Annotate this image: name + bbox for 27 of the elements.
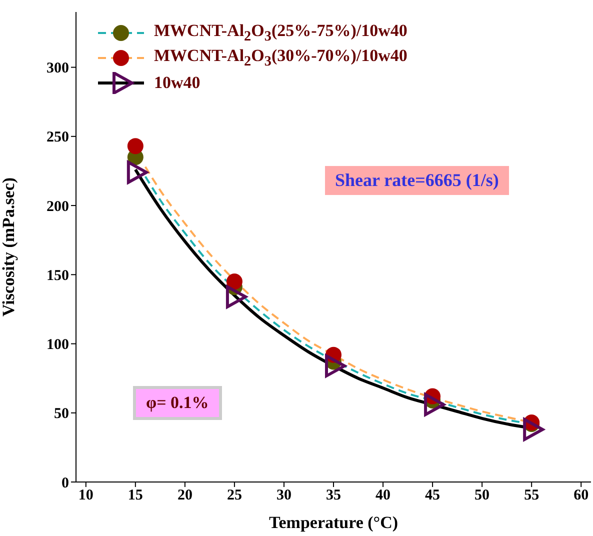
y-axis-title: Viscosity (mPa.sec)	[0, 177, 18, 317]
annotation: Shear rate=6665 (1/s)	[325, 166, 509, 195]
point	[226, 274, 242, 290]
y-tick-label: 200	[46, 198, 69, 215]
x-tick-label: 10	[78, 488, 94, 504]
x-tick-label: 40	[376, 488, 391, 504]
y-tick-label: 150	[46, 268, 69, 284]
x-tick-label: 55	[524, 488, 540, 504]
x-tick-label: 25	[226, 488, 242, 504]
x-tick-label: 60	[574, 488, 589, 504]
x-tick-label: 50	[474, 488, 490, 504]
point	[127, 138, 144, 154]
x-tick-label: 45	[425, 488, 440, 504]
x-tick-label: 15	[128, 488, 143, 504]
y-tick-label: 250	[46, 130, 69, 146]
x-tick-label: 35	[326, 488, 341, 504]
x-tick-label: 30	[276, 488, 292, 504]
legend-label: MWCNT-Al$_{2}$O$_{3}$(30%-70%)/10w40	[154, 46, 408, 70]
y-tick-label: 50	[54, 406, 69, 422]
y-tick-label: 0	[62, 475, 69, 492]
legend-label: MWCNT-Al$_{2}$O$_{3}$(25%-75%)/10w40	[154, 20, 408, 46]
legend-label: 10w40	[154, 73, 200, 93]
x-tick-label: 20	[177, 488, 192, 504]
y-tick-label: 100	[46, 337, 69, 354]
x-axis-title: Temperature (°C)	[268, 513, 398, 532]
annotation: φ= 0.1%	[133, 386, 222, 420]
y-tick-label: 300	[46, 60, 69, 77]
